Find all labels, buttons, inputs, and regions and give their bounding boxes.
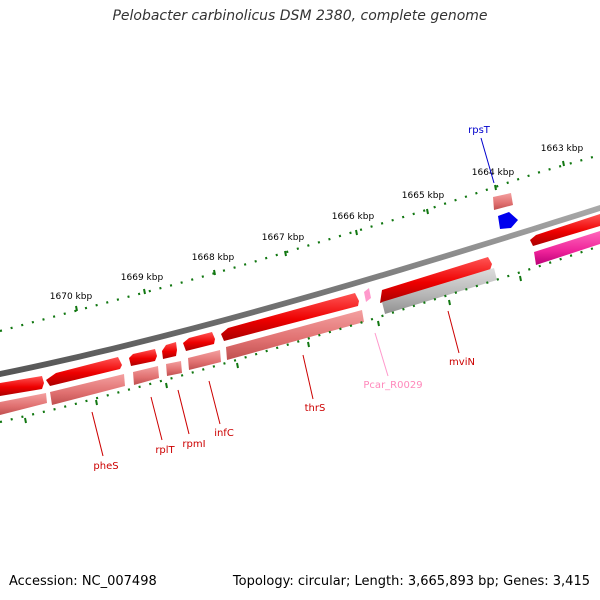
- gene-block: [166, 361, 182, 376]
- gene-block: [188, 350, 221, 370]
- tick-labels: 1670 kbp 1669 kbp 1668 kbp 1667 kbp 1666…: [50, 144, 584, 302]
- gene-label-pheS: pheS: [93, 461, 118, 472]
- gene-label-rplT: rplT: [155, 445, 175, 456]
- gene-block-magenta: [534, 231, 600, 265]
- leader-mviN: [447, 310, 460, 354]
- gene-block: [0, 376, 44, 396]
- gene-block: [0, 393, 47, 415]
- gene-block: [50, 374, 125, 405]
- gene-block: [226, 310, 364, 360]
- tick-label: 1668 kbp: [192, 253, 235, 263]
- genome-summary-text: Topology: circular; Length: 3,665,893 bp…: [232, 574, 590, 589]
- leader-infC: [208, 380, 221, 425]
- genome-backbone: [0, 205, 600, 377]
- tick-label: 1666 kbp: [332, 212, 375, 222]
- gene-label-rpsT: rpsT: [468, 125, 491, 136]
- tick-label: 1670 kbp: [50, 292, 93, 302]
- trna-feature: [364, 288, 371, 302]
- forward-strand-features: [0, 214, 600, 396]
- gene-block: [46, 357, 122, 386]
- gene-label-rpmI: rpmI: [182, 439, 205, 450]
- major-ticks: [75, 160, 565, 312]
- leader-rpsT: [480, 137, 495, 184]
- gene-block: [162, 342, 177, 359]
- gene-block: [530, 214, 600, 246]
- outer-ruler: [0, 153, 600, 333]
- label-leaders: [91, 137, 495, 457]
- gene-block: [133, 366, 159, 385]
- leader-rpmI: [177, 389, 190, 435]
- tick-label: 1669 kbp: [121, 273, 164, 283]
- tick-label: 1664 kbp: [472, 168, 515, 178]
- gene-label-thrS: thrS: [305, 403, 326, 414]
- reverse-strand-features: [0, 231, 600, 415]
- gene-block: [129, 349, 157, 366]
- gene-label-mviN: mviN: [449, 357, 475, 368]
- leader-Pcar_R0029: [374, 332, 389, 377]
- rpsT-pink-block: [493, 193, 513, 210]
- gene-block-grey: [382, 268, 497, 314]
- gene-block: [183, 332, 215, 351]
- leader-rplT: [150, 396, 163, 441]
- leader-thrS: [302, 354, 314, 400]
- gene-block: [221, 293, 359, 341]
- leader-pheS: [91, 411, 104, 457]
- gene-label-infC: infC: [214, 428, 234, 439]
- tick-label: 1667 kbp: [262, 233, 305, 243]
- gene-label-Pcar_R0029: Pcar_R0029: [363, 380, 422, 391]
- tick-label: 1665 kbp: [402, 191, 445, 201]
- gene-labels: pheS rplT rpmI infC thrS Pcar_R0029 mviN…: [93, 125, 490, 472]
- tick-label: 1663 kbp: [541, 144, 584, 154]
- inner-major-ticks: [24, 275, 522, 424]
- map-title: Pelobacter carbinolicus DSM 2380, comple…: [112, 8, 488, 24]
- rpsT-blue-block: [498, 212, 518, 229]
- accession-text: Accession: NC_007498: [9, 574, 157, 589]
- gene-block: [380, 257, 492, 303]
